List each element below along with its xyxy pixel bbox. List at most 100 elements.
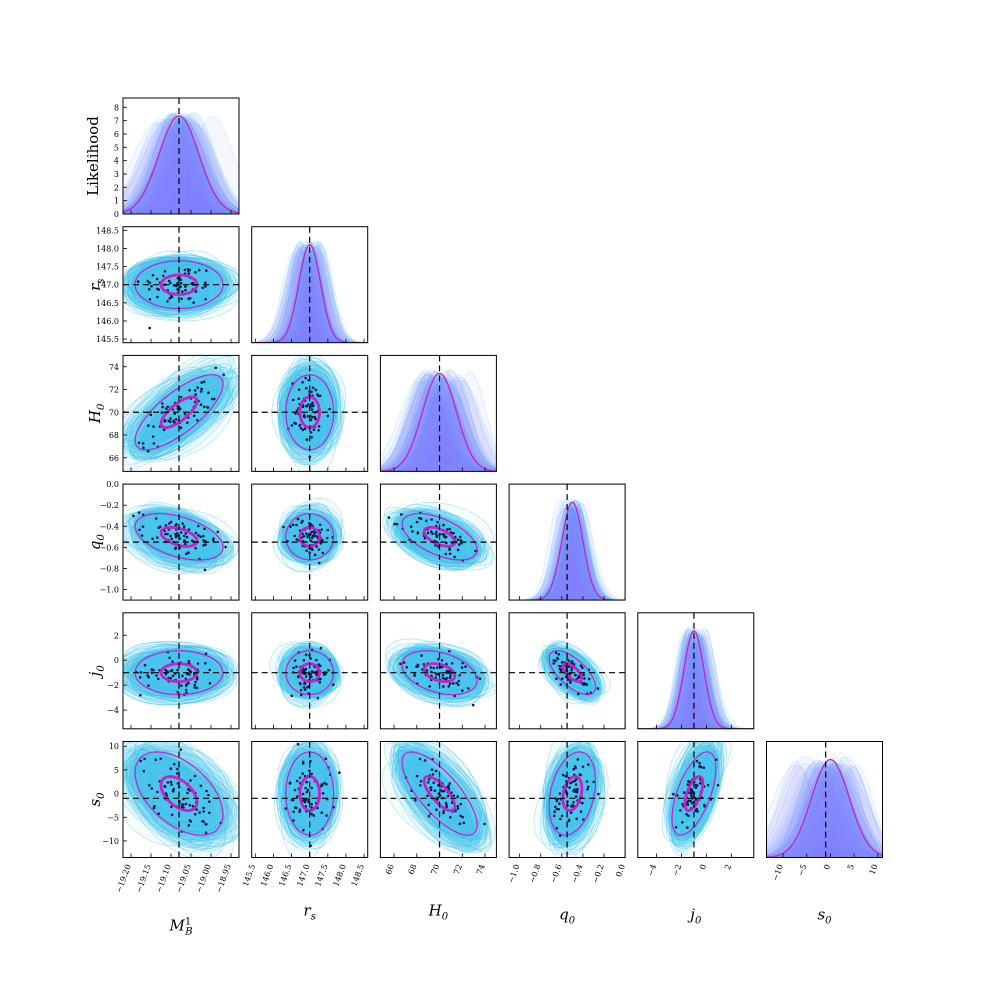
sample-point	[148, 298, 152, 301]
sample-point	[204, 285, 207, 288]
sample-point	[315, 545, 318, 548]
sample-point	[312, 428, 316, 432]
sample-point	[432, 781, 436, 784]
sample-curve	[251, 249, 368, 343]
sample-point	[179, 426, 183, 430]
sample-point	[434, 769, 438, 773]
sample-point	[170, 805, 173, 809]
panel-3-3	[508, 483, 626, 601]
sample-contour	[541, 653, 602, 699]
sample-point	[579, 810, 583, 813]
sample-point	[169, 281, 172, 285]
sample-point	[291, 523, 295, 527]
sample-point	[444, 801, 448, 805]
sample-contour	[393, 741, 481, 843]
sample-point	[703, 805, 706, 808]
sample-point	[142, 446, 145, 450]
sample-point	[161, 402, 164, 405]
sample-point	[419, 779, 423, 783]
sample-point	[450, 662, 454, 665]
sample-point	[409, 525, 413, 528]
sample-point	[175, 284, 178, 288]
x-tick-label: −10	[771, 863, 785, 882]
sample-point	[183, 539, 186, 542]
sample-point	[291, 398, 295, 402]
sample-point	[442, 810, 445, 813]
sample-point	[419, 784, 422, 787]
sample-point	[147, 684, 150, 687]
sample-point	[175, 522, 178, 526]
sample-point	[304, 532, 308, 535]
sample-point	[559, 817, 562, 821]
sample-curve	[637, 628, 754, 729]
sample-point	[304, 387, 308, 390]
sample-point	[293, 534, 297, 538]
y-axis-label: s0	[86, 792, 107, 807]
label-main: M	[168, 917, 185, 935]
sample-contour	[123, 508, 215, 567]
sample-point	[191, 804, 195, 808]
x-axis-label: q0	[559, 906, 576, 927]
sample-contour	[134, 757, 239, 838]
sample-point	[204, 652, 208, 656]
sample-point	[447, 671, 451, 675]
sample-contour	[123, 375, 216, 454]
sample-point	[316, 696, 320, 700]
sample-point	[445, 669, 449, 673]
sample-point	[460, 666, 464, 669]
sample-point	[686, 826, 689, 829]
sample-point	[561, 660, 564, 664]
sample-contour	[123, 369, 209, 466]
sample-point	[171, 789, 175, 793]
sample-contour	[283, 378, 337, 449]
sample-point	[310, 408, 314, 411]
sample-point	[194, 813, 197, 816]
sample-point	[143, 663, 147, 667]
sample-point	[222, 373, 225, 377]
sample-point	[298, 681, 302, 685]
sample-point	[429, 530, 433, 533]
sample-point	[459, 814, 462, 818]
sample-point	[445, 676, 449, 680]
sample-point	[298, 776, 302, 780]
sample-point	[461, 815, 464, 819]
fiducial-contour-outer	[401, 751, 478, 836]
x-axis-label: rs	[304, 902, 316, 923]
sample-point	[418, 757, 422, 761]
panel-5-5: −10 −5 0 5 10	[766, 741, 883, 882]
sample-point	[310, 670, 314, 673]
sample-curve	[123, 119, 239, 214]
sample-contour	[277, 379, 333, 462]
sample-point	[467, 687, 470, 690]
sample-point	[324, 757, 328, 760]
sample-point	[183, 412, 187, 416]
sample-point	[676, 794, 679, 797]
sample-point	[193, 774, 197, 778]
sample-contour	[546, 647, 601, 701]
sample-point	[204, 543, 207, 546]
label-sub: 0	[96, 403, 107, 410]
sample-point	[208, 668, 211, 672]
sample-point	[180, 297, 183, 301]
sample-curve	[123, 115, 239, 214]
sample-point	[163, 420, 167, 423]
sample-point	[699, 765, 703, 769]
panel-content	[251, 355, 368, 472]
sample-point	[150, 284, 153, 288]
sample-point	[320, 784, 323, 788]
sample-point	[214, 366, 218, 370]
y-tick-label: 146.5	[96, 299, 119, 308]
panel-frame	[508, 741, 626, 858]
sample-contour	[136, 514, 217, 568]
sample-contour	[123, 652, 236, 706]
sample-point	[185, 691, 188, 695]
sample-point	[202, 820, 205, 823]
sample-point	[173, 412, 177, 415]
sample-contour	[134, 257, 239, 311]
panel-content	[251, 741, 368, 858]
sample-curve	[251, 244, 368, 343]
sample-contour	[400, 750, 489, 851]
sample-point	[308, 769, 311, 773]
sample-point	[426, 531, 430, 535]
sample-contour	[129, 754, 225, 841]
